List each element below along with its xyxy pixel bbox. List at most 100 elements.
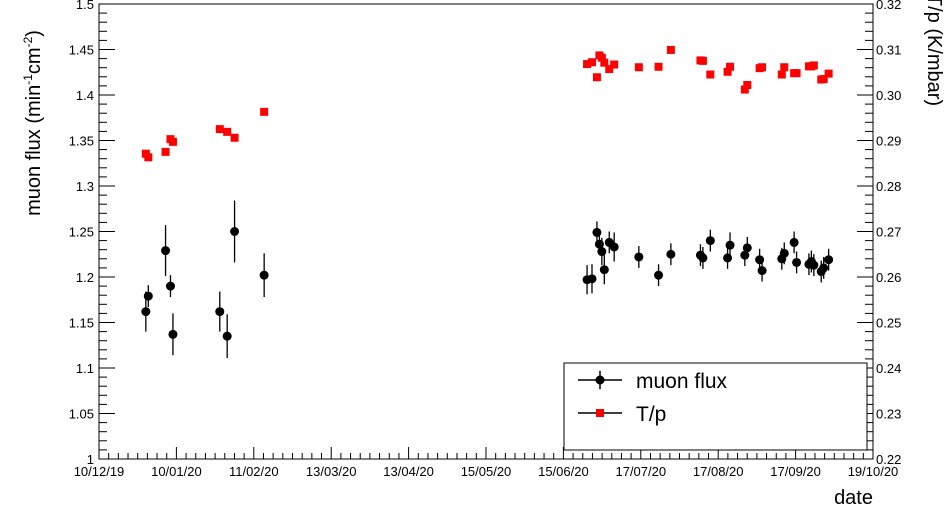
muon-flux-point bbox=[609, 242, 619, 252]
tp-point bbox=[809, 61, 818, 70]
tp-point bbox=[819, 75, 828, 84]
tp-point bbox=[587, 58, 596, 67]
tp-point bbox=[597, 53, 606, 62]
right-y-axis-tick-labels: 0.22 0.23 0.24 0.25 0.26 0.27 0.28 0.29 0.30 0.31… bbox=[876, 0, 901, 467]
muon-flux-point bbox=[757, 266, 767, 276]
tp-point bbox=[610, 60, 619, 69]
tp-point bbox=[634, 63, 643, 72]
tp-point bbox=[706, 70, 715, 79]
left-y-tick-label: 1.2 bbox=[76, 270, 94, 285]
x-axis-title: date bbox=[834, 487, 873, 509]
muon-flux-point bbox=[599, 265, 609, 275]
tp-point bbox=[260, 107, 269, 116]
tp-point bbox=[777, 70, 786, 79]
tp-point bbox=[698, 56, 707, 65]
left-y-tick-label: 1 bbox=[87, 452, 94, 467]
muon-flux-point bbox=[792, 257, 802, 267]
right-y-tick-label: 0.24 bbox=[876, 361, 901, 376]
muon-flux-point bbox=[809, 260, 819, 270]
x-tick-label: 17/08/20 bbox=[693, 464, 744, 479]
muon-flux-point bbox=[587, 274, 597, 284]
right-y-tick-label: 0.26 bbox=[876, 270, 901, 285]
left-y-tick-label: 1.45 bbox=[69, 43, 94, 58]
muon-flux-point bbox=[698, 253, 708, 263]
x-tick-label: 11/02/20 bbox=[229, 464, 279, 479]
x-tick-label: 17/09/20 bbox=[770, 464, 821, 479]
tp-point bbox=[600, 58, 609, 67]
muon-flux-point bbox=[165, 281, 175, 291]
tp-point bbox=[666, 45, 675, 54]
tp-point bbox=[792, 69, 801, 78]
left-y-tick-label: 1.25 bbox=[69, 225, 94, 240]
muon-flux-point bbox=[161, 246, 171, 256]
muon-flux-point bbox=[742, 243, 752, 253]
tp-point bbox=[726, 62, 735, 71]
left-y-axis-tick-labels: 1 1.05 1.1 1.15 1.2 1.25 1.3 1.35 1.4 1.45 1.5 bbox=[69, 0, 94, 467]
muon-flux-point bbox=[141, 307, 151, 317]
tp-point bbox=[758, 63, 767, 72]
muon-flux-point bbox=[819, 263, 829, 273]
left-y-tick-label: 1.3 bbox=[76, 179, 94, 194]
tp-point bbox=[740, 85, 749, 94]
legend: muon flux T/p bbox=[563, 362, 868, 451]
muon-flux-point bbox=[705, 236, 715, 246]
left-y-tick-label: 1.15 bbox=[69, 316, 94, 331]
tp-point bbox=[161, 147, 170, 156]
muon-flux-point bbox=[230, 227, 240, 236]
muon-flux-point bbox=[215, 307, 225, 317]
muon-flux-point bbox=[654, 270, 664, 280]
tp-point bbox=[824, 69, 833, 78]
muon-flux-point bbox=[168, 329, 178, 339]
x-tick-label: 10/01/20 bbox=[151, 464, 202, 479]
tp-point bbox=[592, 73, 601, 82]
x-tick-label: 13/03/20 bbox=[306, 464, 357, 479]
legend-muon-label: muon flux bbox=[636, 370, 728, 393]
muon-flux-point bbox=[723, 253, 733, 263]
tp-point bbox=[743, 80, 752, 89]
x-tick-label: 19/10/20 bbox=[848, 464, 899, 479]
muon-flux-point bbox=[755, 255, 765, 265]
series-muon-flux bbox=[141, 200, 834, 358]
x-tick-label: 13/04/20 bbox=[383, 464, 434, 479]
left-y-tick-label: 1.05 bbox=[69, 407, 94, 422]
muon-flux-point bbox=[824, 255, 834, 265]
muon-flux-point bbox=[634, 252, 644, 262]
tp-point bbox=[723, 67, 732, 76]
muon-flux-point bbox=[789, 237, 799, 247]
x-tick-label: 10/12/19 bbox=[74, 464, 125, 479]
series-layer bbox=[141, 45, 834, 358]
left-y-tick-label: 1.35 bbox=[69, 134, 94, 149]
tp-point bbox=[780, 63, 789, 72]
legend-box bbox=[563, 362, 868, 451]
muon-flux-point bbox=[592, 227, 602, 237]
right-y-tick-label: 0.27 bbox=[876, 225, 901, 240]
right-y-tick-label: 0.30 bbox=[876, 88, 901, 103]
x-tick-label: 15/05/20 bbox=[461, 464, 512, 479]
right-y-tick-label: 0.31 bbox=[876, 43, 901, 58]
right-y-axis-title: T/p (K/mbar) bbox=[923, 0, 945, 106]
right-y-tick-label: 0.28 bbox=[876, 179, 901, 194]
right-y-tick-label: 0.29 bbox=[876, 134, 901, 149]
left-y-tick-label: 1.4 bbox=[76, 88, 94, 103]
tp-point bbox=[223, 127, 232, 136]
legend-tp-label: T/p bbox=[636, 403, 666, 426]
x-tick-label: 15/06/20 bbox=[538, 464, 589, 479]
muon-flux-point bbox=[666, 249, 676, 259]
legend-muon-marker bbox=[595, 375, 605, 385]
tp-point bbox=[654, 62, 663, 71]
muon-flux-point bbox=[222, 331, 232, 341]
right-y-tick-label: 0.32 bbox=[876, 0, 901, 12]
tp-point bbox=[605, 65, 614, 74]
muon-flux-point bbox=[143, 291, 153, 301]
series-tp bbox=[141, 45, 833, 162]
tp-point bbox=[144, 153, 153, 162]
muon-flux-point bbox=[597, 247, 607, 257]
x-axis-tick-labels: 10/12/19 10/01/20 11/02/20 13/03/20 13/04/20… bbox=[74, 464, 899, 479]
tp-point bbox=[168, 137, 177, 146]
tp-point bbox=[215, 125, 224, 134]
muon-flux-point bbox=[259, 270, 269, 280]
left-y-axis-title: muon flux (min-1cm-2) bbox=[21, 30, 45, 216]
right-y-tick-label: 0.22 bbox=[876, 452, 901, 467]
tp-point bbox=[583, 60, 592, 69]
